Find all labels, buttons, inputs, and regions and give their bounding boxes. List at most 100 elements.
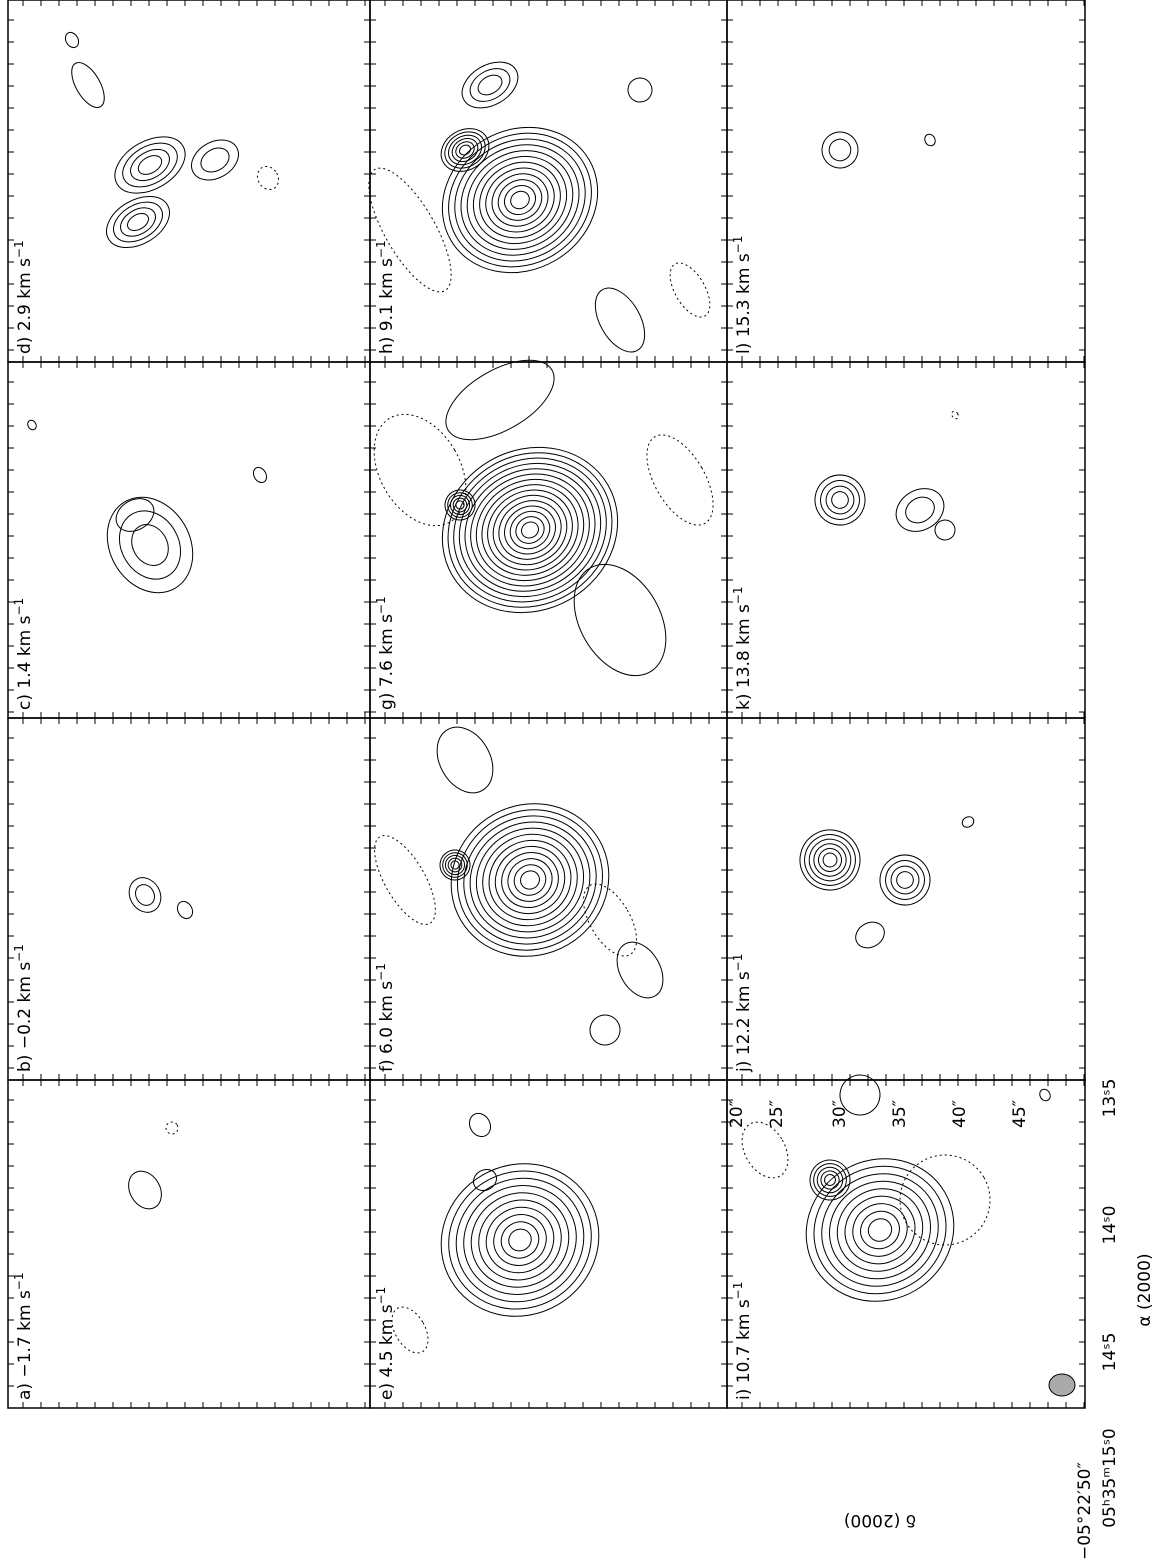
contour [500,1221,540,1259]
contour [521,521,539,539]
contour [131,524,169,566]
contour [899,1154,991,1246]
contour [594,287,646,353]
contour [1039,1088,1051,1102]
contour [451,137,479,163]
panel-label: d) 2.9 km s−1 [12,240,35,354]
contour [509,510,551,550]
contour [191,139,239,181]
contour [472,155,568,245]
contour [498,500,562,560]
contour [809,1159,851,1201]
contour [118,510,182,580]
contour [855,921,885,949]
dec-tick-label: 45″ [1010,1100,1030,1128]
contour [961,816,975,828]
contour [472,1168,498,1192]
contour [458,462,602,598]
dec-tick-label: 20″ [727,1100,747,1128]
contour [458,144,472,156]
contour [867,1218,893,1242]
contour [831,491,849,509]
contour [627,77,653,103]
contour [488,839,572,921]
contour [444,131,486,169]
contour [879,854,931,906]
contour [820,480,860,520]
contour [469,821,591,939]
panel-frame [726,0,1086,363]
contour [71,62,105,108]
contour [508,1228,532,1252]
contour [475,827,585,933]
contour [487,489,573,571]
contour [447,134,483,166]
panel-label-text: l) 15.3 km s [734,253,754,354]
unit-superscript: −1 [12,1272,26,1290]
contour [616,941,664,999]
contour [436,726,494,794]
contour [461,61,519,109]
unit-superscript: −1 [374,240,388,258]
contour [444,489,476,521]
contour [478,1199,562,1281]
panel: b) −0.2 km s−1 [7,717,371,1081]
unit-superscript: −1 [731,1282,745,1300]
panel: i) 10.7 km s−1 [726,1074,1086,1409]
contour [442,852,468,878]
contour [450,860,460,870]
contour [485,167,555,233]
contour [805,1158,955,1302]
contour [128,877,162,913]
contour [452,497,468,513]
panel-label: l) 15.3 km s−1 [731,236,754,354]
contour [439,849,471,881]
contour [441,446,619,614]
contour [503,184,537,216]
ra-axis-label: α (2000) [1135,1253,1155,1326]
panel-label-text: j) 12.2 km s [734,971,754,1073]
contour [501,852,559,908]
panel-label-text: a) −1.7 km s [15,1290,35,1400]
dec-tick-label: 40″ [950,1100,970,1128]
panel-label: b) −0.2 km s−1 [12,944,35,1072]
contour [589,1014,621,1046]
contour [137,155,163,175]
panel-label: j) 12.2 km s−1 [731,954,754,1073]
contour [646,434,714,526]
panel-label-text: i) 10.7 km s [734,1299,754,1400]
panel-label-text: f) 6.0 km s [377,981,397,1072]
contour [493,1214,547,1266]
contour [491,173,549,227]
contour [440,128,490,172]
contour [507,858,553,902]
contour [122,142,178,188]
contour [256,165,280,191]
panel: g) 7.6 km s−1 [369,359,728,719]
contour [820,1170,840,1190]
contour [165,1121,179,1135]
contour [477,74,503,96]
contour [924,133,936,147]
contour [135,884,155,906]
panel-label-text: b) −0.2 km s [15,962,35,1072]
contour [852,1203,908,1257]
contour [860,1210,900,1250]
contour [817,847,843,873]
contour [844,1195,916,1265]
panel-frame [369,1079,728,1409]
panel-frame [369,361,728,719]
contour [455,1177,585,1303]
contour [460,144,580,256]
contour [373,413,467,527]
contour [828,138,852,162]
contour [741,1121,789,1179]
contour [934,519,956,541]
contour [469,68,511,102]
contour [475,478,585,582]
contour [120,207,156,237]
contour [813,1163,847,1197]
contour [799,829,861,891]
panel: a) −1.7 km s−1 [7,1079,371,1409]
contour [455,141,475,159]
